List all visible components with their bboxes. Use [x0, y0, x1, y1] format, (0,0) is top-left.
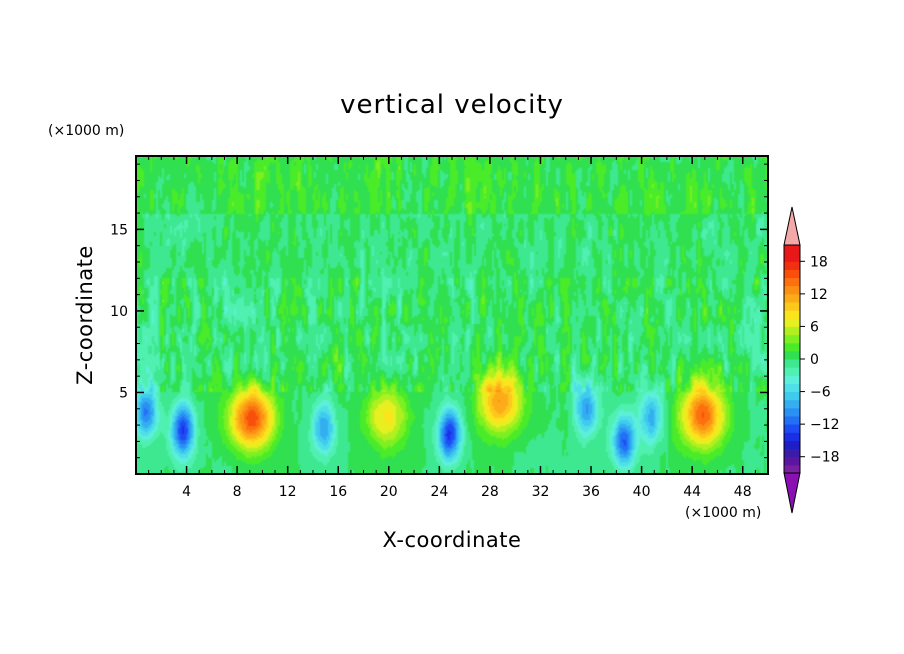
y-tick-label: 10 — [110, 304, 128, 320]
colorbar-swatch — [784, 367, 800, 376]
x-tick-label: 36 — [582, 484, 600, 500]
colorbar-swatch — [784, 334, 800, 344]
colorbar-swatch — [784, 318, 800, 327]
contour-field — [136, 156, 768, 474]
y-axis-label: Z-coordinate — [73, 245, 97, 385]
y-unit-label: (×1000 m) — [48, 123, 124, 139]
colorbar-swatch — [784, 350, 800, 360]
y-axis: 5 10 15 — [110, 163, 768, 459]
colorbar-swatch — [784, 399, 800, 409]
x-tick-label: 8 — [233, 484, 242, 500]
y-tick-label: 15 — [110, 222, 128, 238]
colorbar-tick-label: −12 — [810, 417, 840, 433]
x-tick-label: 24 — [430, 484, 448, 500]
x-axis-label: X-coordinate — [383, 528, 522, 552]
colorbar-swatch — [784, 269, 800, 279]
colorbar-swatch — [784, 456, 800, 466]
colorbar-tick-label: 12 — [810, 287, 828, 303]
colorbar-swatch — [784, 245, 800, 254]
colorbar-swatch — [784, 391, 800, 401]
x-tick-label: 44 — [683, 484, 701, 500]
colorbar-swatch — [784, 416, 800, 425]
colorbar-tick-label: −18 — [810, 450, 840, 466]
x-tick-label: 12 — [279, 484, 297, 500]
colorbar-swatch — [784, 440, 800, 450]
colorbar-swatch — [784, 432, 800, 441]
y-tick-label: 5 — [119, 385, 128, 401]
x-tick-label: 4 — [182, 484, 191, 500]
colorbar-under-arrow — [783, 472, 801, 514]
colorbar-swatch — [784, 261, 800, 270]
colorbar-swatch — [784, 407, 800, 417]
colorbar-swatch — [784, 342, 800, 352]
x-tick-label: 16 — [329, 484, 347, 500]
colorbar-swatch — [784, 310, 800, 319]
colorbar-swatch — [784, 253, 800, 262]
colorbar-swatch — [784, 375, 800, 384]
colorbar-swatch — [784, 424, 800, 433]
colorbar-swatch — [784, 293, 800, 303]
colorbar-tick-label: −6 — [810, 385, 831, 401]
colorbar-swatch — [784, 277, 800, 287]
colorbar-swatch — [784, 464, 800, 474]
colorbar-swatch — [784, 285, 800, 295]
colorbar-swatch — [784, 448, 800, 458]
x-unit-label: (×1000 m) — [685, 505, 761, 521]
chart-title: vertical velocity — [340, 90, 564, 120]
x-tick-label: 40 — [633, 484, 651, 500]
colorbar-swatch — [784, 326, 800, 336]
colorbar-tick-label: 6 — [810, 319, 819, 335]
colorbar-tick-label: 18 — [810, 254, 828, 270]
x-tick-label: 28 — [481, 484, 499, 500]
x-tick-label: 20 — [380, 484, 398, 500]
colorbar-swatch — [784, 383, 800, 393]
colorbar-swatch — [784, 359, 800, 368]
contour-raster — [136, 156, 768, 474]
colorbar: 18 12 6 0 −6 −12 −18 — [783, 206, 840, 514]
colorbar-tick-label: 0 — [810, 352, 819, 368]
x-tick-label: 32 — [532, 484, 550, 500]
x-axis: 4 8 12 16 20 24 28 32 36 40 44 48 — [148, 156, 756, 500]
x-tick-label: 48 — [734, 484, 752, 500]
colorbar-swatch — [784, 302, 800, 311]
colorbar-over-arrow — [783, 206, 801, 246]
